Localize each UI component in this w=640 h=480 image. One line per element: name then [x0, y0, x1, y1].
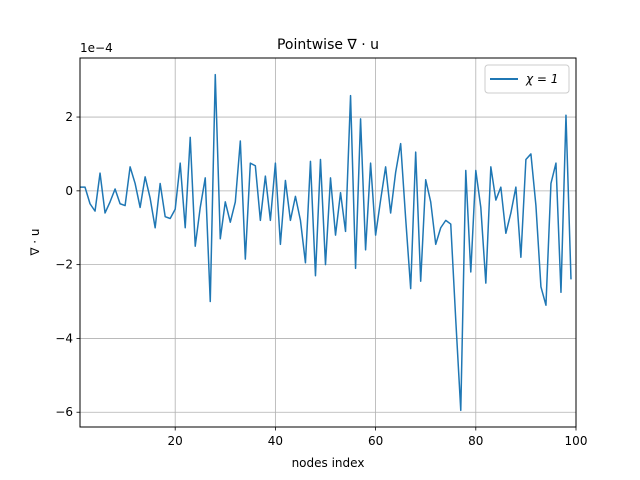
y-tick-label: −4	[55, 331, 73, 345]
y-axis-label: ∇ · u	[28, 228, 42, 256]
x-tick-label: 60	[368, 434, 383, 448]
legend-label: χ = 1	[525, 72, 558, 86]
plot-area-frame	[79, 57, 577, 428]
legend: χ = 1	[484, 64, 570, 94]
x-tick-label: 80	[468, 434, 483, 448]
plot-area-background	[80, 58, 576, 427]
series-layer	[80, 73, 572, 412]
x-tick-label: 40	[268, 434, 283, 448]
x-tick-label: 20	[168, 434, 183, 448]
y-offset-label: 1e−4	[80, 41, 113, 55]
y-tick-label: −6	[55, 405, 73, 419]
chart-title: Pointwise ∇ · u	[277, 37, 379, 53]
y-tick-label: 0	[65, 184, 73, 198]
series-line	[80, 73, 572, 412]
ticks-layer: 20 40 60 80 100 −6 −4 −2 0 2	[55, 110, 587, 448]
grid-layer	[80, 58, 577, 427]
y-tick-label: −2	[55, 258, 73, 272]
y-tick-label: 2	[65, 110, 73, 124]
x-tick-label: 100	[565, 434, 588, 448]
legend-box	[484, 64, 570, 94]
x-axis-label: nodes index	[292, 456, 365, 470]
